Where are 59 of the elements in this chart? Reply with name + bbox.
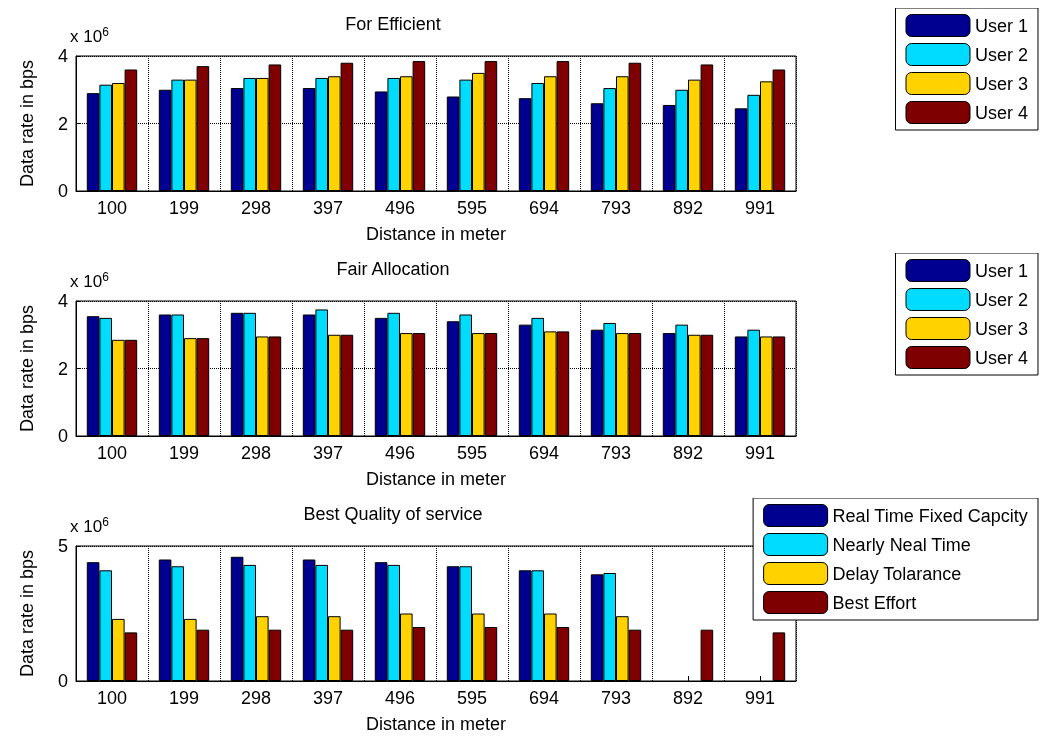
legend-label: Delay Tolarance	[832, 563, 962, 584]
x-tick-label: 991	[744, 198, 776, 218]
y-axis-title: Data rate in bps	[17, 549, 37, 678]
x-tick-label: 694	[528, 443, 560, 463]
x-tick-label: 694	[528, 198, 560, 218]
x-tick-label: 595	[456, 443, 488, 463]
x-tick-label: 298	[240, 443, 272, 463]
y-tick-label: 0	[57, 181, 68, 201]
x-tick-label: 298	[240, 688, 272, 708]
x-axis-title: Distance in meter	[365, 224, 507, 244]
legend-label: User 2	[974, 289, 1028, 310]
x-tick-label: 991	[744, 443, 776, 463]
y-tick-label: 4	[57, 291, 68, 311]
y-tick-label: 2	[57, 113, 68, 134]
x-tick-label: 100	[96, 443, 128, 463]
legend-label: Real Time Fixed Capcity	[832, 505, 1028, 526]
x-tick-label: 199	[168, 443, 200, 463]
chart-title: Best Quality of service	[303, 504, 483, 524]
y-tick-label: 2	[57, 358, 68, 379]
x-tick-label: 793	[600, 198, 632, 218]
x-tick-label: 793	[600, 443, 632, 463]
legend-label: User 3	[974, 73, 1028, 94]
y-tick-label: 5	[57, 536, 68, 556]
x-tick-label: 100	[96, 688, 128, 708]
legend-label: User 1	[974, 260, 1028, 281]
x-tick-label: 397	[312, 198, 344, 218]
chart-title: Fair Allocation	[336, 259, 450, 279]
x-tick-label: 694	[528, 688, 560, 708]
x-tick-label: 496	[384, 443, 416, 463]
x-tick-label: 793	[600, 688, 632, 708]
y-tick-label: 0	[57, 671, 68, 691]
legend-label: User 2	[974, 44, 1028, 65]
y-axis-title: Data rate in bps	[17, 304, 37, 433]
chart-title: For Efficient	[345, 14, 441, 34]
x-tick-label: 892	[672, 198, 704, 218]
y-tick-label: 4	[57, 46, 68, 66]
legend-label: User 3	[974, 318, 1028, 339]
x-tick-label: 397	[312, 443, 344, 463]
x-tick-label: 397	[312, 688, 344, 708]
x-tick-label: 892	[672, 443, 704, 463]
legend-label: Best Effort	[832, 592, 917, 613]
x-tick-label: 199	[168, 688, 200, 708]
x-tick-label: 100	[96, 198, 128, 218]
x-tick-label: 496	[384, 198, 416, 218]
legend-label: User 4	[974, 347, 1028, 368]
x-axis-title: Distance in meter	[365, 714, 507, 734]
x-tick-label: 991	[744, 688, 776, 708]
legend-label: User 1	[974, 15, 1028, 36]
x-tick-label: 595	[456, 198, 488, 218]
legend-label: User 4	[974, 102, 1028, 123]
x-tick-label: 496	[384, 688, 416, 708]
y-tick-label: 0	[57, 426, 68, 446]
legend-label: Nearly Neal Time	[832, 534, 971, 555]
x-axis-title: Distance in meter	[365, 469, 507, 489]
x-tick-label: 298	[240, 198, 272, 218]
x-tick-label: 199	[168, 198, 200, 218]
y-axis-title: Data rate in bps	[17, 59, 37, 188]
x-tick-label: 595	[456, 688, 488, 708]
x-tick-label: 892	[672, 688, 704, 708]
